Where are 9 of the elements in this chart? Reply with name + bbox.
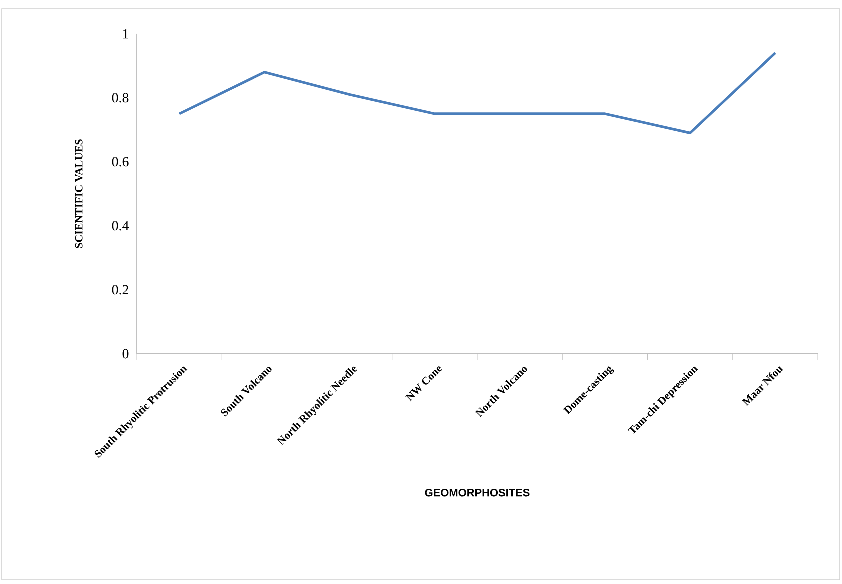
y-tick-label: 0.8 <box>112 93 129 103</box>
y-tick-label: 1 <box>123 29 128 39</box>
x-tick-label: NW Cone <box>405 366 442 402</box>
y-axis-title: SCIENTIFIC VALUES <box>75 140 83 248</box>
y-tick-label: 0.6 <box>112 157 129 167</box>
y-tick-label: 0.2 <box>112 285 128 295</box>
y-tick-label: 0.4 <box>112 221 130 231</box>
x-axis-title: GEOMORPHOSITES <box>425 489 530 497</box>
y-tick-label: 0 <box>122 349 129 359</box>
